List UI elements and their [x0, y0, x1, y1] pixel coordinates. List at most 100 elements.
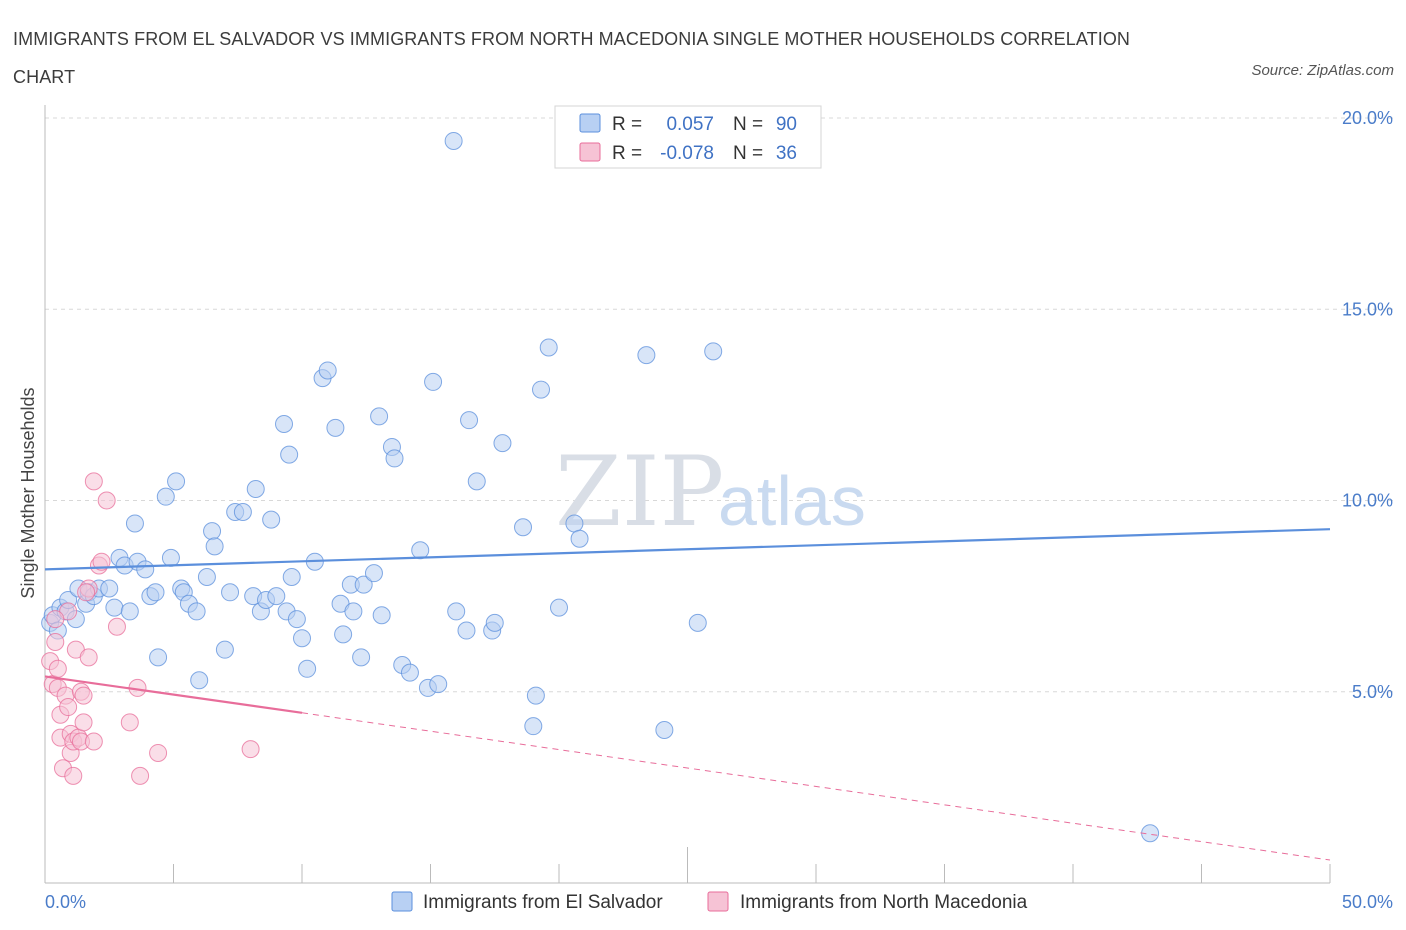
point-el-salvador [655, 721, 674, 739]
point-el-salvador [493, 434, 512, 453]
point-el-salvador [429, 675, 448, 694]
point-north-macedonia [48, 659, 67, 678]
point-el-salvador [532, 380, 551, 399]
point-el-salvador [467, 472, 486, 491]
legend-r-value-2: -0.078 [660, 143, 714, 164]
point-el-salvador [524, 717, 543, 736]
point-north-macedonia [74, 686, 93, 705]
point-el-salvador [105, 598, 124, 617]
point-el-salvador [688, 613, 707, 632]
watermark: ZIP atlas [555, 436, 866, 548]
trend-lines [44, 528, 1331, 861]
point-el-salvador [447, 602, 466, 621]
point-el-salvador [275, 415, 294, 433]
point-north-macedonia [84, 732, 103, 751]
point-north-macedonia [59, 698, 78, 717]
point-el-salvador [215, 640, 234, 659]
legend-n-label: N = [733, 143, 763, 164]
point-el-salvador [262, 510, 281, 529]
series-label-north-macedonia: Immigrants from North Macedonia [740, 892, 1028, 913]
point-el-salvador [539, 338, 558, 357]
point-el-salvador [205, 537, 224, 556]
watermark-zip: ZIP [555, 436, 724, 548]
point-el-salvador [246, 480, 265, 499]
point-el-salvador [187, 602, 206, 621]
watermark-atlas: atlas [718, 462, 866, 540]
series-swatch-pink [707, 891, 729, 912]
point-el-salvador [100, 579, 119, 598]
point-el-salvador [457, 621, 476, 640]
point-el-salvador [334, 625, 353, 644]
point-el-salvador [120, 602, 139, 621]
point-north-macedonia [84, 472, 103, 491]
legend-n-value-1: 90 [776, 114, 797, 135]
point-el-salvador [136, 560, 155, 579]
trend-line-el-salvador [44, 528, 1331, 571]
series-label-el-salvador: Immigrants from El Salvador [423, 892, 663, 913]
legend-r-value-1: 0.057 [666, 114, 714, 135]
legend-n-label: N = [733, 114, 763, 135]
trend-line-extension [301, 712, 1331, 861]
x-tick-label: 0.0% [45, 892, 86, 912]
point-el-salvador [424, 372, 443, 391]
point-el-salvador [550, 598, 568, 617]
point-el-salvador [565, 514, 584, 533]
y-tick-label: 10.0% [1342, 491, 1393, 511]
y-tick-label: 15.0% [1342, 299, 1393, 319]
legend: R = 0.057 N = 90 R = -0.078 N = 36 [554, 105, 822, 169]
point-el-salvador [267, 587, 286, 606]
point-el-salvador [125, 514, 144, 533]
point-el-salvador [161, 548, 180, 567]
point-el-salvador [287, 610, 306, 629]
legend-swatch-pink [579, 142, 601, 162]
point-el-salvador [197, 568, 216, 586]
legend-swatch-blue [579, 113, 601, 133]
point-el-salvador [364, 564, 383, 583]
point-el-salvador [298, 659, 317, 678]
point-el-salvador [704, 342, 723, 361]
point-el-salvador [190, 671, 209, 690]
point-el-salvador [156, 487, 175, 506]
point-el-salvador [167, 472, 186, 491]
point-el-salvador [514, 518, 533, 537]
point-el-salvador [460, 411, 479, 430]
y-tick-label: 5.0% [1352, 682, 1393, 702]
data-points [41, 131, 1160, 843]
point-el-salvador [203, 522, 222, 541]
grid [45, 117, 1395, 693]
point-el-salvador [282, 568, 301, 586]
point-el-salvador [221, 583, 240, 602]
y-axis-label: Single Mother Households [18, 387, 38, 598]
point-el-salvador [485, 613, 504, 632]
point-north-macedonia [77, 583, 96, 602]
point-el-salvador [293, 629, 311, 648]
point-el-salvador [354, 575, 373, 594]
point-north-macedonia [74, 713, 93, 732]
trend-line-north-macedonia [44, 675, 303, 714]
series-legend: Immigrants from El Salvador Immigrants f… [391, 891, 1028, 913]
point-el-salvador [344, 602, 363, 621]
point-el-salvador [570, 529, 589, 548]
point-north-macedonia [97, 491, 116, 510]
point-north-macedonia [149, 743, 168, 762]
point-el-salvador [637, 346, 656, 365]
point-el-salvador [352, 648, 371, 667]
legend-r-label: R = [612, 143, 642, 164]
source-label: Source: ZipAtlas.com [1251, 62, 1394, 79]
point-el-salvador [149, 648, 168, 667]
point-north-macedonia [120, 713, 139, 732]
point-el-salvador [326, 418, 345, 437]
series-swatch-blue [391, 891, 413, 912]
point-el-salvador [280, 445, 299, 464]
point-north-macedonia [92, 552, 111, 571]
legend-n-value-2: 36 [776, 143, 797, 164]
point-north-macedonia [46, 610, 65, 629]
point-north-macedonia [64, 766, 83, 785]
point-el-salvador [400, 663, 419, 682]
point-el-salvador [370, 407, 389, 426]
point-el-salvador [411, 541, 430, 560]
x-tick-label: 50.0% [1342, 892, 1393, 912]
legend-r-label: R = [612, 114, 642, 135]
point-north-macedonia [131, 766, 150, 785]
